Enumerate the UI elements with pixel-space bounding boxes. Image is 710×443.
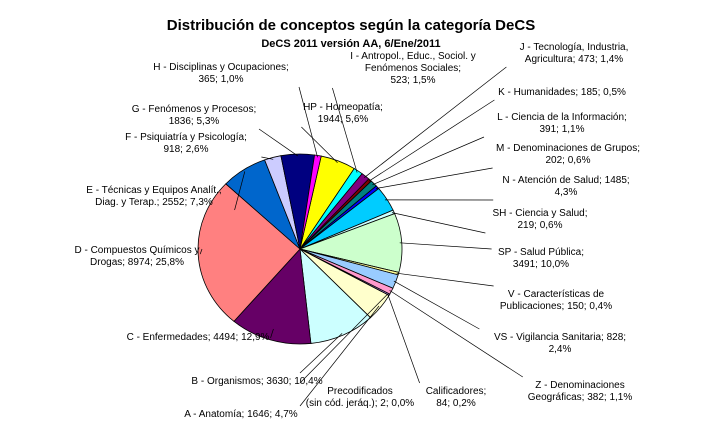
- slice-label-sp-salud-publica: SP - Salud Pública; 3491; 10,0%: [498, 247, 584, 270]
- leader-line-d-compuestos-quimicos-y-drogas: [199, 248, 203, 255]
- slice-label-b-organismos: B - Organismos; 3630; 10,4%: [191, 376, 322, 387]
- slice-label-c-enfermedades: C - Enfermedades; 4494; 12,9%: [127, 332, 270, 343]
- slice-label-precodificados-sin-cod-jeraq: Precodificados (sin cód. jeráq.); 2; 0,0%: [306, 386, 414, 409]
- slice-label-e-tecnicas-y-equipos-analit-diag-y-terap: E - Técnicas y Equipos Analít., Diag. y T…: [86, 185, 221, 208]
- slice-label-m-denominaciones-de-grupos: M - Denominaciones de Grupos; 202; 0,6%: [496, 143, 640, 166]
- leader-line-h-disciplinas-y-ocupaciones: [298, 86, 318, 158]
- slice-label-i-antropol-educ-sociol-y-fenomenos-sociales: I - Antropol., Educ., Sociol. y Fenómenos…: [350, 51, 476, 86]
- leader-line-precodificados-sin-cod-jeraq: [299, 294, 388, 384]
- pie-slices: [197, 153, 403, 345]
- chart-title: Distribución de conceptos según la categ…: [167, 17, 535, 34]
- pie-slice-d-compuestos-quimicos-y-drogas: [197, 183, 301, 322]
- leader-line-j-tecnologia-industria-agricultura: [364, 66, 507, 178]
- slice-label-l-ciencia-de-la-informacion: L - Ciencia de la Información; 391; 1,1%: [497, 112, 627, 135]
- slice-label-k-humanidades: K - Humanidades; 185; 0,5%: [498, 87, 626, 98]
- leader-line-vs-vigilancia-sanitaria: [393, 280, 480, 330]
- slice-label-a-anatomia: A - Anatomía; 1646; 4,7%: [184, 409, 298, 420]
- slice-label-hp-homeopatia: HP - Homeopatía; 1944; 5,6%: [303, 102, 383, 125]
- leader-line-z-denominaciones-geograficas: [389, 290, 523, 378]
- slice-label-h-disciplinas-y-ocupaciones: H - Disciplinas y Ocupaciones; 365; 1,0%: [153, 62, 289, 85]
- leader-line-sh-ciencia-y-salud: [391, 212, 486, 234]
- leader-line-sp-salud-publica: [399, 242, 492, 250]
- slice-label-z-denominaciones-geograficas: Z - Denominaciones Geográficas; 382; 1,1%: [528, 380, 633, 403]
- slice-label-calificadores: Calificadores; 84; 0,2%: [426, 386, 487, 409]
- leader-line-b-organismos: [299, 333, 343, 374]
- leader-line-c-enfermedades: [270, 328, 274, 339]
- slice-labels: HP - Homeopatía; 1944; 5,6% I - Antropol.,…: [74, 42, 640, 420]
- slice-label-n-atencion-de-salud: N - Atención de Salud; 1485; 4,3%: [502, 175, 629, 198]
- leader-line-f-psiquiatria-y-psicologia: [261, 156, 274, 160]
- slice-label-j-tecnologia-industria-agricultura: J - Tecnología, Industria, Agricultura; 4…: [520, 42, 629, 65]
- slice-label-sh-ciencia-y-salud: SH - Ciencia y Salud; 219; 0,6%: [492, 208, 587, 231]
- leader-line-e-tecnicas-y-equipos-analit-diag-y-terap: [234, 171, 246, 211]
- slice-label-vs-vigilancia-sanitaria: VS - Vigilancia Sanitaria; 828; 2,4%: [494, 332, 626, 355]
- pie-slice-c-enfermedades: [233, 248, 312, 345]
- slice-label-g-fenomenos-y-procesos: G - Fenómenos y Procesos; 1836; 5,3%: [132, 104, 257, 127]
- slice-label-v-caracteristicas-de-publicaciones: V - Características de Publicaciones; 150…: [500, 289, 612, 312]
- pie-slice-h-disciplinas-y-ocupaciones: [299, 154, 322, 250]
- leader-line-m-denominaciones-de-grupos: [375, 167, 493, 189]
- leader-line-i-antropol-educ-sociol-y-fenomenos-sociales: [332, 87, 358, 173]
- leader-line-g-fenomenos-y-procesos: [258, 128, 298, 157]
- leader-line-l-ciencia-de-la-informacion: [372, 136, 485, 186]
- leader-line-calificadores: [387, 293, 420, 384]
- leader-lines: [199, 66, 523, 407]
- slice-label-d-compuestos-quimicos-y-drogas: D - Compuestos Químicos y Drogas; 8974; 2…: [74, 245, 199, 268]
- slice-label-f-psiquiatria-y-psicologia: F - Psiquiatría y Psicología; 918; 2,6%: [125, 132, 247, 155]
- leader-line-k-humanidades: [368, 99, 495, 182]
- chart-subtitle: DeCS 2011 versión AA, 6/Ene/2011: [261, 38, 440, 50]
- leader-line-a-anatomia: [299, 305, 380, 407]
- leader-line-v-caracteristicas-de-publicaciones: [396, 272, 494, 287]
- leader-line-hp-homeopatia: [301, 126, 338, 163]
